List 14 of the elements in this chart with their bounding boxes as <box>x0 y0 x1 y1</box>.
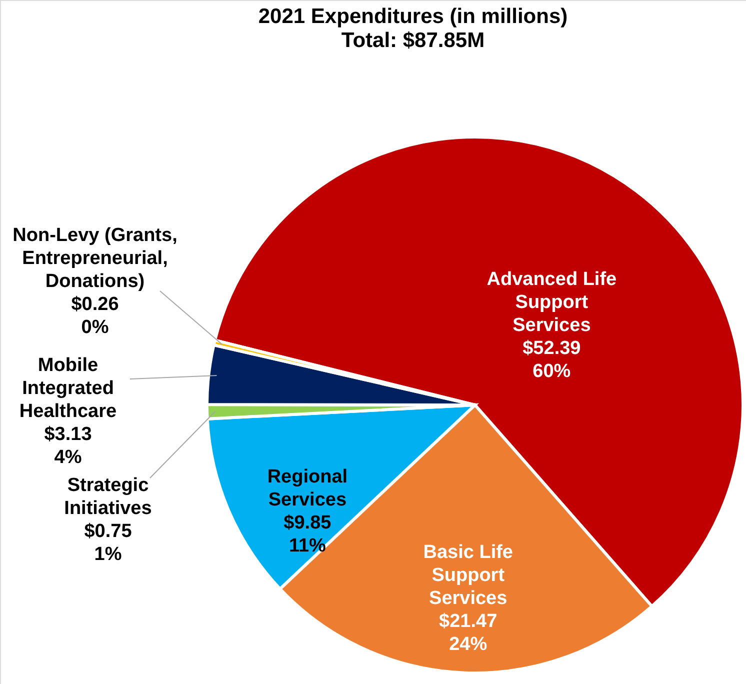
data-label: $0.26 0% <box>71 294 119 338</box>
data-label: $21.47 24% <box>439 611 498 656</box>
chart-subtitle: Total: $87.85M <box>341 29 485 52</box>
slice-label: Basic Life Support Services <box>423 542 513 610</box>
slice-label: Strategic Initiatives <box>64 475 152 519</box>
data-label: $0.75 1% <box>84 521 132 565</box>
data-label: $3.13 4% <box>44 424 92 468</box>
chart-title: 2021 Expenditures (in millions) <box>258 5 568 28</box>
slice-label: Non-Levy (Grants, Entrepreneurial, Donations) <box>12 225 178 292</box>
slice-label: Mobile Integrated Healthcare <box>19 355 117 422</box>
data-label: $9.85 11% <box>284 512 332 557</box>
slice-label: Advanced Life Support Services <box>486 269 617 336</box>
slice-label: Regional Services <box>267 466 348 511</box>
data-label: $52.39 60% <box>522 338 581 382</box>
